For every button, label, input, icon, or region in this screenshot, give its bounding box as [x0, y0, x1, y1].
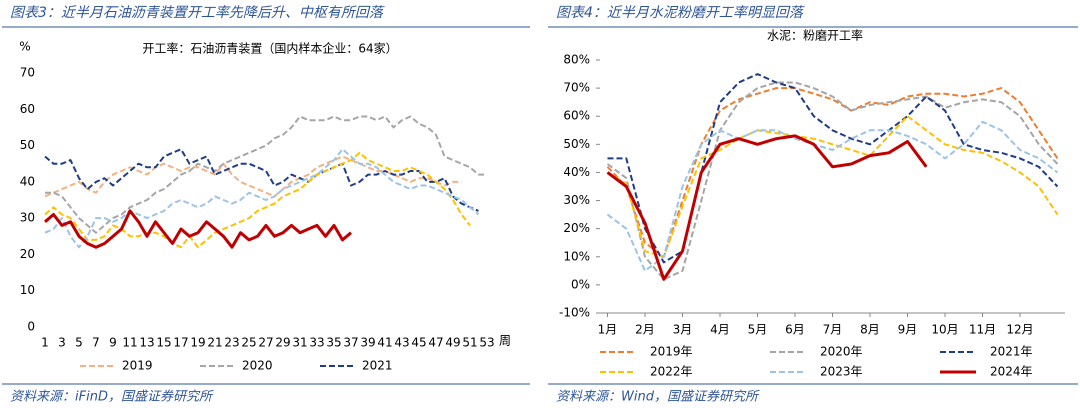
legend-label: 2024年 [990, 365, 1033, 379]
series-line [606, 115, 1059, 258]
x-tick-label: 29 [275, 336, 290, 350]
legend-label: 2021年 [990, 345, 1033, 359]
x-tick-label: 23 [224, 336, 239, 350]
series-line [606, 81, 1059, 281]
y-tick-label: 40% [563, 165, 590, 179]
x-tick-label: 15 [156, 336, 171, 350]
y-tick-label: 80% [563, 53, 590, 67]
annotation: 水泥：粉磨开工率 [767, 28, 863, 43]
y-tick-label: 30 [20, 211, 35, 225]
x-tick-label: 9 [109, 336, 117, 350]
chart-title: 图表3：近半月石油沥青装置开工率先降后升、中枢有所回落 [10, 5, 385, 21]
series-line [606, 134, 928, 281]
x-tick-label: 5 [75, 336, 83, 350]
legend-label: 2019 [122, 359, 153, 373]
y-tick-label: 50% [563, 137, 590, 151]
x-tick-label: 7月 [823, 323, 843, 337]
x-tick-label: 37 [343, 336, 358, 350]
x-tick-label: 21 [207, 336, 222, 350]
legend-label: 2019年 [650, 345, 693, 359]
x-tick-label: 45 [411, 336, 426, 350]
legend-label: 2023年 [820, 365, 863, 379]
legend-label: 2022年 [650, 365, 693, 379]
x-tick-label: 2月 [635, 323, 655, 337]
x-tick-label: 27 [258, 336, 273, 350]
series-line [607, 73, 1059, 264]
x-tick-label: 43 [394, 336, 409, 350]
annotation: 开工率：石油沥青装置（国内样本企业：64家） [142, 41, 397, 56]
series-line [44, 148, 479, 212]
series-line [606, 120, 1059, 272]
x-tick-label: 12月 [1006, 323, 1033, 337]
y-tick-label: 70 [20, 66, 35, 80]
x-tick-label: 11月 [969, 323, 996, 337]
x-tick-label: 17 [173, 336, 188, 350]
series-line [44, 148, 480, 249]
legend-label: 2021 [362, 359, 393, 373]
source: 资料来源：iFinD，国盛证券研究所 [10, 389, 214, 405]
legend-label: 2020 [242, 359, 273, 373]
source: 资料来源：Wind，国盛证券研究所 [556, 389, 760, 405]
y-axis-label: % [19, 40, 30, 54]
y-tick-label: 50 [20, 138, 35, 152]
x-tick-label: 19 [190, 336, 205, 350]
series-line [44, 151, 471, 249]
y-tick-label: 20 [20, 247, 35, 261]
x-tick-label: 6月 [785, 323, 805, 337]
x-tick-label: 1 [41, 336, 49, 350]
x-tick-label: 31 [292, 336, 307, 350]
y-tick-label: 10% [563, 249, 590, 263]
y-tick-label: 60% [563, 109, 590, 123]
series-line [606, 87, 1059, 258]
x-tick-label: 10月 [931, 323, 958, 337]
x-tick-label: 5月 [748, 323, 768, 337]
x-tick-label: 11 [122, 336, 137, 350]
y-tick-label: 20% [563, 221, 590, 235]
y-tick-label: 30% [563, 193, 590, 207]
y-tick-label: 70% [563, 81, 590, 95]
x-tick-label: 47 [428, 336, 443, 350]
series-line [44, 209, 352, 249]
x-tick-label: 1月 [598, 323, 618, 337]
series-line [45, 115, 487, 234]
y-tick-label: 60 [20, 102, 35, 116]
series-line [44, 155, 462, 198]
x-axis-label: 周 [499, 334, 511, 348]
x-tick-label: 13 [139, 336, 154, 350]
x-tick-label: 3月 [673, 323, 693, 337]
chart-title: 图表4：近半月水泥粉磨开工率明显回落 [556, 5, 805, 21]
x-tick-label: 35 [326, 336, 341, 350]
x-tick-label: 8月 [860, 323, 880, 337]
y-tick-label: 10 [20, 283, 35, 297]
y-tick-label: 0% [571, 277, 590, 291]
x-tick-label: 25 [241, 336, 256, 350]
x-tick-label: 4月 [710, 323, 730, 337]
x-tick-label: 53 [479, 336, 494, 350]
x-tick-label: 33 [309, 336, 324, 350]
y-tick-label: -10% [559, 306, 590, 320]
legend-label: 2020年 [820, 345, 863, 359]
x-tick-label: 3 [58, 336, 66, 350]
x-tick-label: 51 [462, 336, 477, 350]
x-tick-label: 41 [377, 336, 392, 350]
y-tick-label: 40 [20, 174, 35, 188]
y-tick-label: 0 [27, 320, 35, 334]
x-tick-label: 49 [445, 336, 460, 350]
x-tick-label: 9月 [898, 323, 918, 337]
x-tick-label: 7 [92, 336, 100, 350]
x-tick-label: 39 [360, 336, 375, 350]
